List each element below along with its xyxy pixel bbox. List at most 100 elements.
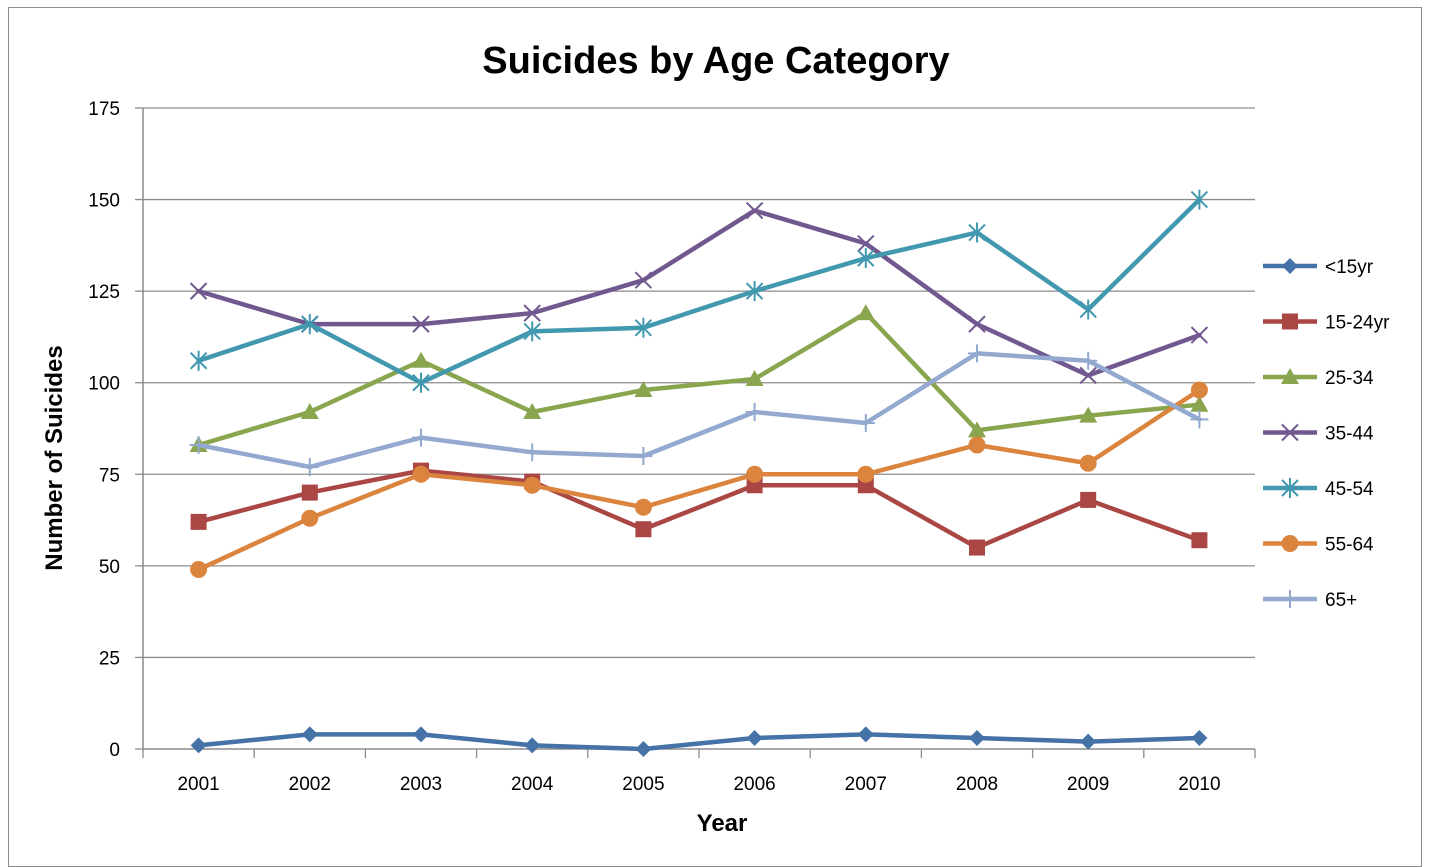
legend-label: <15yr	[1325, 257, 1374, 278]
series-7-point	[189, 435, 208, 454]
series-7-point	[523, 443, 542, 462]
y-tick-label: 175	[88, 99, 120, 120]
gridlines	[135, 107, 1255, 750]
series-1-point	[746, 730, 763, 747]
series-5-point	[412, 372, 430, 393]
series-1-line	[196, 732, 1202, 752]
line-chart: Suicides by Age Category 0 25 50 75 100 125 15…	[41, 40, 1390, 837]
legend-label: 65+	[1325, 590, 1357, 611]
legend-label: 25-34	[1325, 368, 1374, 389]
legend-label: 45-54	[1325, 479, 1374, 500]
series-7-point	[856, 414, 875, 433]
legend-marker	[1281, 368, 1299, 384]
legend-label: 15-24yr	[1325, 313, 1390, 334]
series-3-point	[968, 421, 986, 438]
series-4-point	[745, 201, 764, 220]
series-5-point	[634, 317, 653, 338]
series-2	[190, 462, 1208, 556]
series-3-point	[856, 304, 875, 321]
series-4-point	[189, 282, 208, 300]
legend-label: 55-64	[1325, 535, 1374, 556]
x-tick-label: 2006	[733, 774, 775, 795]
legend-item: 15-24yr	[1263, 313, 1390, 334]
series-5-point	[1190, 189, 1209, 210]
x-tick-label: 2002	[289, 774, 331, 795]
series-2-point	[969, 539, 985, 556]
x-tick-label: 2001	[177, 774, 219, 795]
y-axis-title: Number of Suicides	[41, 345, 68, 570]
y-tick-label: 125	[88, 282, 120, 303]
series-7-point	[1079, 351, 1098, 370]
series-5-point	[968, 222, 986, 243]
series-3	[189, 304, 1209, 452]
series-7-line	[196, 351, 1202, 470]
series-5-point	[523, 321, 541, 342]
series-4-point	[968, 315, 986, 333]
series-5-point	[1079, 299, 1097, 320]
series-5-line	[196, 197, 1202, 385]
series-3-point	[745, 370, 764, 387]
legend-marker	[1281, 535, 1299, 552]
y-tick-label: 150	[88, 191, 120, 212]
series-4-point	[412, 315, 430, 333]
series-6-point	[301, 509, 319, 527]
series-1-point	[413, 726, 429, 743]
series-1-point	[301, 726, 318, 743]
chart-title: Suicides by Age Category	[482, 40, 949, 82]
series-1-point	[524, 737, 541, 754]
legend-item: 55-64	[1263, 535, 1374, 556]
series-1-point	[190, 737, 207, 754]
series-4-point	[523, 304, 541, 322]
legend-marker	[1281, 423, 1299, 442]
series-6-point	[190, 561, 208, 579]
x-tick-label: 2003	[400, 774, 442, 795]
series-2-point	[1080, 491, 1097, 508]
series-6-point	[968, 436, 986, 454]
series-3-point	[412, 351, 430, 368]
legend-item: 35-44	[1263, 424, 1374, 445]
series-6-point	[1190, 381, 1208, 399]
series-4-point	[1190, 326, 1209, 344]
series-3-line	[196, 310, 1202, 448]
y-tick-label: 100	[88, 374, 120, 395]
x-tick-label: 2005	[622, 774, 664, 795]
series-1-point	[635, 741, 652, 757]
series-1-point	[1191, 730, 1208, 747]
x-tick-label: 2009	[1067, 774, 1109, 795]
series-7-point	[634, 446, 653, 465]
x-axis-title: Year	[697, 810, 748, 837]
series-6-point	[746, 465, 764, 483]
series-1-point	[969, 730, 985, 747]
series-2-point	[190, 513, 207, 530]
series-7-point	[412, 428, 430, 447]
series-2-point	[301, 484, 318, 501]
series-6-point	[523, 476, 541, 494]
series-7-point	[745, 403, 764, 422]
series-1-point	[857, 726, 874, 743]
series-4	[189, 201, 1209, 385]
series-1	[190, 726, 1208, 757]
series-4-point	[1079, 366, 1097, 385]
legend-marker	[1282, 313, 1298, 330]
series-6-point	[857, 465, 875, 483]
series-5-point	[745, 281, 764, 302]
series-2-line	[196, 468, 1202, 550]
x-tick-label: 2008	[956, 774, 998, 795]
series-2-point	[635, 521, 652, 538]
chart-area	[8, 7, 1422, 867]
series-7-point	[300, 457, 319, 476]
legend-item: 65+	[1263, 590, 1357, 611]
series-group	[189, 189, 1209, 757]
legend-marker	[1282, 258, 1298, 274]
series-3-point	[300, 403, 319, 420]
y-tick-label: 75	[99, 465, 120, 486]
series-7-point	[1190, 410, 1209, 429]
legend-label: 35-44	[1325, 424, 1374, 445]
legend-marker	[1281, 590, 1299, 608]
series-6	[190, 381, 1208, 579]
x-tick-label: 2010	[1178, 774, 1220, 795]
series-7-point	[968, 344, 986, 363]
axes	[142, 108, 1256, 758]
series-6-point	[634, 498, 652, 516]
y-tick-label: 50	[99, 557, 120, 578]
